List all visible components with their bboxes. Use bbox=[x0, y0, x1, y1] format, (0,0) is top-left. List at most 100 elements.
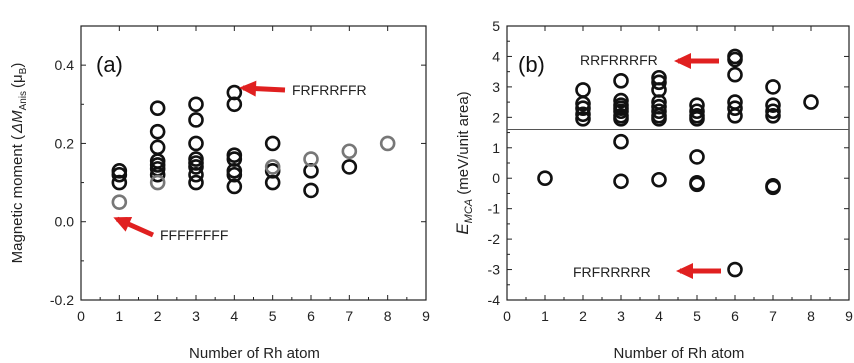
data-point bbox=[149, 139, 166, 156]
panel-a: 0 1 2 3 4 5 6 7 8 9 -0.2 0.0 0.2 0.4 (a) Number of Rh a… bbox=[9, 25, 430, 362]
data-point bbox=[765, 179, 781, 196]
data-point bbox=[575, 111, 591, 127]
x-tick-label: 2 bbox=[154, 308, 162, 324]
data-point bbox=[188, 159, 204, 175]
data-point bbox=[188, 135, 204, 152]
y-tick-label: 1 bbox=[492, 140, 500, 156]
x-tick-label: 7 bbox=[345, 308, 353, 324]
plot-frame bbox=[80, 25, 427, 301]
x-tick-label: 1 bbox=[541, 308, 549, 324]
data-point bbox=[689, 176, 705, 193]
data-point bbox=[613, 133, 629, 150]
x-tick-label: 8 bbox=[807, 308, 815, 324]
data-point bbox=[651, 74, 667, 91]
y-axis-label: EMCA (meV/unit area) bbox=[453, 91, 475, 234]
data-point bbox=[111, 166, 128, 183]
data-point bbox=[765, 103, 781, 120]
data-point bbox=[226, 96, 243, 113]
y-tick-label: -2 bbox=[488, 231, 501, 247]
data-point bbox=[765, 97, 781, 113]
x-tick-label: 5 bbox=[693, 308, 701, 324]
data-point bbox=[537, 170, 553, 187]
data-point bbox=[303, 182, 319, 199]
data-point bbox=[727, 51, 743, 68]
data-point bbox=[575, 106, 591, 123]
annotation-label: FFFFFFFF bbox=[160, 227, 228, 243]
data-point bbox=[149, 123, 166, 140]
data-point bbox=[575, 82, 591, 98]
data-point bbox=[264, 135, 281, 152]
data-point bbox=[341, 159, 358, 175]
x-tick-label: 0 bbox=[77, 308, 85, 324]
panel-b: 0 1 2 3 4 5 6 7 8 9 -4 -3 -2 -1 0 1 2 3 4 5 (b) Number of Rh … bbox=[453, 18, 853, 362]
annotation-arrow-head bbox=[674, 53, 691, 69]
x-tick-label: 5 bbox=[269, 308, 277, 324]
data-point bbox=[149, 166, 166, 183]
data-point bbox=[689, 149, 705, 165]
data-point bbox=[341, 143, 358, 160]
y-tick-label: -4 bbox=[488, 292, 501, 308]
data-point bbox=[188, 96, 204, 113]
data-point bbox=[613, 103, 629, 120]
annotation-arrow-head bbox=[676, 263, 693, 279]
x-tick-label: 0 bbox=[503, 308, 511, 324]
data-point bbox=[264, 174, 281, 191]
y-tick-label: -3 bbox=[488, 262, 501, 278]
plot-frame bbox=[506, 25, 850, 301]
y-tick-label: 0.4 bbox=[55, 57, 75, 73]
y-axis-label: Magnetic moment (ΔMAnis(μB) bbox=[9, 63, 29, 264]
data-point bbox=[727, 261, 743, 278]
y-tick-label: 5 bbox=[492, 18, 500, 34]
x-tick-label: 4 bbox=[230, 308, 238, 324]
annotation-arrow-head bbox=[239, 80, 257, 97]
x-tick-label: 7 bbox=[769, 308, 777, 324]
data-point bbox=[613, 73, 629, 89]
y-tick-label: -1 bbox=[488, 201, 501, 217]
data-point bbox=[111, 174, 128, 191]
data-point bbox=[727, 108, 743, 124]
data-point bbox=[575, 95, 591, 112]
y-tick-label: 3 bbox=[492, 79, 500, 95]
data-point bbox=[651, 111, 667, 127]
x-tick-label: 9 bbox=[845, 308, 853, 324]
data-point bbox=[264, 159, 281, 175]
x-tick-label: 1 bbox=[115, 308, 123, 324]
panel-label: (b) bbox=[518, 52, 545, 77]
data-point bbox=[727, 100, 743, 116]
panel-label: (a) bbox=[96, 52, 123, 77]
data-point bbox=[689, 111, 705, 127]
x-tick-label: 8 bbox=[384, 308, 392, 324]
x-tick-label: 3 bbox=[617, 308, 625, 324]
annotation-label: FRFRRFFR bbox=[292, 82, 367, 98]
data-point bbox=[613, 92, 629, 109]
data-point bbox=[613, 111, 629, 127]
data-point bbox=[188, 174, 204, 191]
data-point bbox=[188, 112, 204, 128]
x-tick-label: 3 bbox=[192, 308, 200, 324]
y-tick-label: 0 bbox=[492, 170, 500, 186]
y-tick-label: -0.2 bbox=[50, 292, 74, 308]
x-axis-label: Number of Rh atom bbox=[614, 345, 745, 362]
data-point bbox=[149, 174, 166, 191]
x-tick-label: 9 bbox=[422, 308, 430, 324]
x-tick-label: 2 bbox=[579, 308, 587, 324]
data-point bbox=[188, 166, 204, 183]
data-point bbox=[765, 108, 781, 124]
data-point bbox=[765, 79, 781, 95]
annotation-label: RRFRRRFR bbox=[580, 52, 658, 68]
x-tick-label: 6 bbox=[307, 308, 315, 324]
data-point bbox=[689, 103, 705, 120]
data-point bbox=[651, 171, 667, 188]
annotation-label: FRFRRRRR bbox=[573, 264, 651, 280]
x-tick-label: 6 bbox=[731, 308, 739, 324]
x-axis-label: Number of Rh atom bbox=[189, 345, 320, 362]
y-tick-label: 4 bbox=[492, 48, 500, 64]
y-tick-label: 0.0 bbox=[55, 214, 75, 230]
data-point bbox=[226, 178, 243, 195]
data-point bbox=[379, 135, 396, 152]
data-point bbox=[111, 194, 128, 210]
data-point bbox=[303, 151, 319, 167]
data-point bbox=[727, 66, 743, 83]
data-point bbox=[149, 100, 166, 116]
